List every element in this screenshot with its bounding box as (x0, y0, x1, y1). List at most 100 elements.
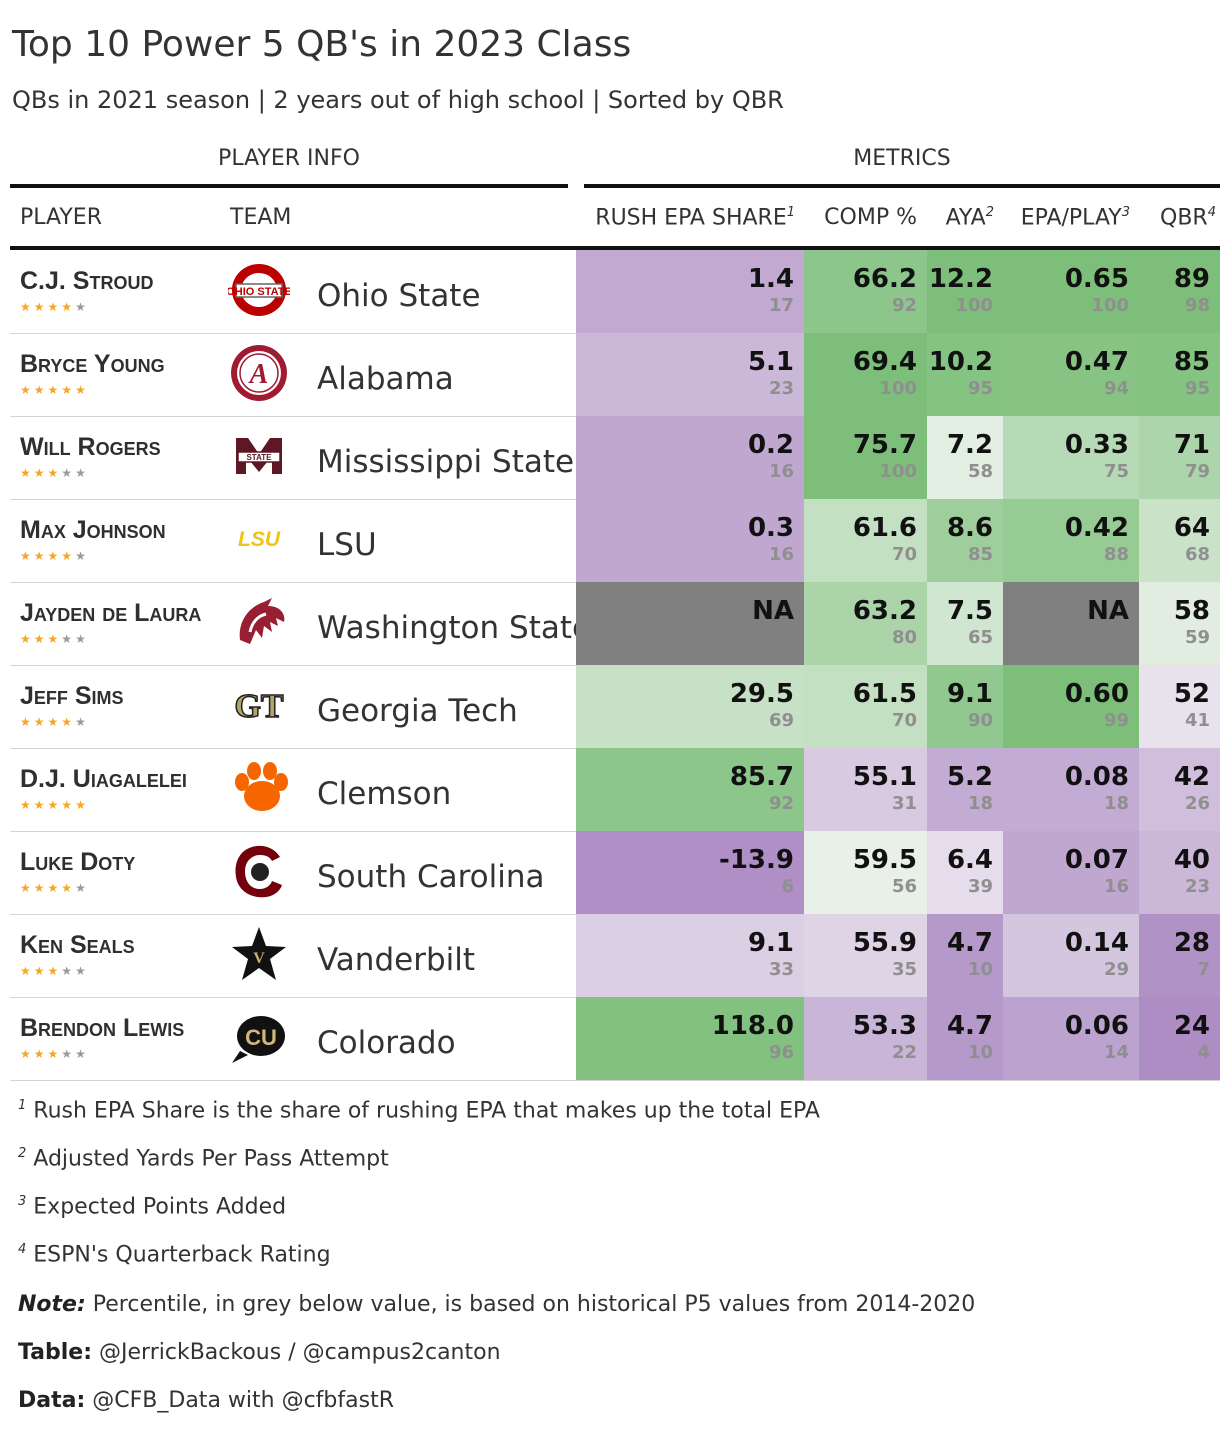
star-icon: ★ (61, 715, 76, 729)
comp-percentile: 70 (891, 544, 917, 565)
star-rating: ★★★★★ (20, 466, 89, 480)
epa-percentile: 99 (1103, 710, 1129, 731)
mississippi-state-logo: STATE (228, 426, 290, 486)
table-row: Jayden de Laura ★★★★★ Washington State NA 63… (10, 582, 1220, 666)
aya-percentile: 58 (967, 461, 993, 482)
footnote-2: 2 Adjusted Yards Per Pass Attempt (18, 1146, 389, 1172)
team-name: Colorado (317, 1025, 456, 1061)
table-row: Ken Seals ★★★★★ V Vanderbilt 9.1 33 55.9 35 4.7 1… (10, 914, 1220, 998)
cell-aya: 12.2 100 (927, 250, 1003, 333)
star-rating: ★★★★★ (20, 881, 89, 895)
col-header-player: PLAYER (20, 205, 102, 230)
epa-percentile: 75 (1103, 461, 1129, 482)
star-icon: ★ (61, 881, 76, 895)
rush-percentile: 92 (768, 793, 794, 814)
qbr-percentile: 98 (1184, 295, 1210, 316)
aya-value: 9.1 (946, 679, 993, 709)
aya-value: 8.6 (946, 513, 993, 543)
star-rating: ★★★★★ (20, 632, 89, 646)
cell-qbr: 89 98 (1139, 250, 1220, 333)
star-icon: ★ (75, 300, 89, 314)
comp-percentile: 35 (891, 959, 917, 980)
footnote-4: 4 ESPN's Quarterback Rating (18, 1242, 331, 1268)
cell-rush: 5.1 23 (576, 333, 804, 416)
cell-epa: 0.07 16 (1003, 831, 1139, 914)
team-name: Vanderbilt (317, 942, 475, 978)
aya-percentile: 10 (967, 1042, 993, 1063)
epa-percentile: 18 (1103, 793, 1129, 814)
rush-value: 1.4 (747, 264, 794, 294)
qbr-value: 42 (1173, 762, 1210, 792)
aya-value: 5.2 (946, 762, 993, 792)
svg-text:STATE: STATE (246, 453, 272, 462)
rush-percentile: 23 (768, 378, 794, 399)
epa-value: 0.33 (1064, 430, 1129, 460)
qbr-percentile: 23 (1184, 876, 1210, 897)
spanner-metrics: METRICS (853, 146, 951, 171)
alabama-logo: A (228, 343, 290, 403)
comp-value: 69.4 (852, 347, 917, 377)
page-subtitle: QBs in 2021 season | 2 years out of high… (12, 86, 784, 114)
table-row: Luke Doty ★★★★★ South Carolina -13.9 6 59.5 56… (10, 831, 1220, 915)
epa-value: 0.07 (1064, 845, 1129, 875)
cell-epa: 0.08 18 (1003, 748, 1139, 831)
cell-comp: 55.9 35 (804, 914, 927, 997)
cell-qbr: 24 4 (1139, 997, 1220, 1080)
star-icon: ★ (33, 466, 48, 480)
player-name: Jeff Sims (20, 682, 124, 710)
star-icon: ★ (47, 549, 62, 563)
star-icon: ★ (47, 964, 62, 978)
cell-aya: 10.2 95 (927, 333, 1003, 416)
qbr-percentile: 59 (1184, 627, 1210, 648)
star-icon: ★ (75, 549, 89, 563)
cell-qbr: 58 59 (1139, 582, 1220, 665)
svg-text:LSU: LSU (238, 528, 281, 551)
table-row: Will Rogers ★★★★★ STATE Mississippi State 0.… (10, 416, 1220, 500)
aya-percentile: 100 (955, 295, 993, 316)
star-icon: ★ (20, 881, 34, 895)
col-header-qbr: QBR4 (1160, 205, 1216, 231)
star-icon: ★ (20, 715, 34, 729)
qbr-value: 28 (1173, 928, 1210, 958)
star-icon: ★ (33, 383, 48, 397)
south-carolina-logo (228, 841, 290, 901)
aya-percentile: 90 (967, 710, 993, 731)
star-icon: ★ (20, 632, 34, 646)
comp-value: 61.6 (852, 513, 917, 543)
aya-value: 6.4 (946, 845, 993, 875)
rush-percentile: 16 (768, 461, 794, 482)
rush-percentile: 6 (781, 876, 794, 897)
cell-aya: 8.6 85 (927, 499, 1003, 582)
player-name: Bryce Young (20, 350, 165, 378)
star-rating: ★★★★★ (20, 549, 89, 563)
star-icon: ★ (47, 881, 62, 895)
star-icon: ★ (47, 798, 62, 812)
rush-percentile: 33 (768, 959, 794, 980)
comp-percentile: 31 (891, 793, 917, 814)
cell-qbr: 40 23 (1139, 831, 1220, 914)
star-icon: ★ (61, 632, 76, 646)
cell-epa: 0.42 88 (1003, 499, 1139, 582)
rush-value: -13.9 (719, 845, 794, 875)
cell-comp: 66.2 92 (804, 250, 927, 333)
comp-value: 66.2 (852, 264, 917, 294)
epa-value: NA (1087, 596, 1129, 626)
table-row: Jeff Sims ★★★★★ GT Georgia Tech 29.5 69 61.5 70… (10, 665, 1220, 749)
washington-state-logo (228, 592, 290, 652)
cell-aya: 4.7 10 (927, 997, 1003, 1080)
team-name: South Carolina (317, 859, 545, 895)
star-rating: ★★★★★ (20, 715, 89, 729)
comp-percentile: 22 (891, 1042, 917, 1063)
comp-percentile: 56 (891, 876, 917, 897)
clemson-logo (228, 758, 290, 818)
cell-rush: 0.3 16 (576, 499, 804, 582)
col-header-rush-epa-share: RUSH EPA SHARE1 (595, 205, 795, 231)
star-icon: ★ (61, 549, 76, 563)
rush-value: 9.1 (747, 928, 794, 958)
aya-percentile: 85 (967, 544, 993, 565)
star-icon: ★ (75, 466, 89, 480)
col-header-epa-play: EPA/PLAY3 (1020, 205, 1130, 231)
cell-aya: 6.4 39 (927, 831, 1003, 914)
rush-percentile: 69 (768, 710, 794, 731)
star-icon: ★ (61, 798, 76, 812)
